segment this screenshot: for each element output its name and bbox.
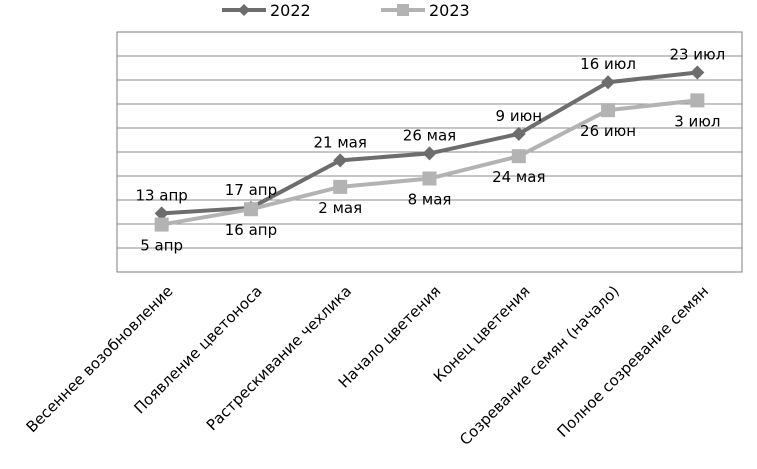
data-point-2023 [154, 217, 169, 232]
chart-gridlines [117, 55, 742, 249]
data-label-2022: 9 июн [496, 107, 543, 125]
data-point-2023 [601, 103, 616, 118]
data-point-2022 [422, 146, 437, 161]
data-point-2022 [511, 126, 526, 141]
chart-series [154, 65, 705, 232]
data-label-2023: 2 мая [318, 199, 362, 217]
data-label-2022: 26 мая [403, 126, 456, 144]
data-point-2022 [154, 206, 169, 221]
data-point-2023 [333, 179, 348, 194]
x-tick-label: Конец цветения [430, 282, 534, 386]
x-tick-label: Полное созревание семян [554, 282, 713, 441]
data-label-2022: 23 июл [669, 45, 725, 63]
data-label-2023: 5 апр [140, 237, 183, 255]
data-point-2023 [243, 202, 258, 217]
chart-legend: 2022 2023 [222, 1, 470, 20]
legend-label-2023: 2023 [429, 1, 470, 20]
data-point-2023 [690, 93, 705, 108]
legend-marker-2023 [397, 4, 409, 16]
legend-marker-2022 [238, 4, 250, 16]
legend-label-2022: 2022 [270, 1, 311, 20]
data-label-2022: 17 апр [225, 181, 277, 199]
data-label-2022: 13 апр [135, 186, 187, 204]
x-tick-label: Весеннее возобновление [23, 282, 177, 436]
x-tick-label: Созревание семян (начало) [456, 282, 623, 449]
data-label-2023: 3 июл [674, 112, 720, 130]
data-point-2023 [511, 149, 526, 164]
data-label-2022: 16 июл [580, 55, 636, 73]
data-label-2022: 21 мая [314, 133, 367, 151]
data-label-2023: 24 мая [492, 168, 545, 186]
x-tick-label: Растрескивание чехлика [203, 282, 355, 434]
data-point-2022 [690, 65, 705, 80]
data-label-2023: 8 мая [408, 191, 452, 209]
data-point-2022 [601, 75, 616, 90]
data-point-2023 [422, 171, 437, 186]
plot-area [116, 31, 743, 273]
data-labels: 13 апр 5 апр 17 апр 16 апр 21 мая 2 мая 26 мая… [135, 45, 725, 254]
data-label-2023: 26 июн [580, 122, 636, 140]
data-label-2023: 16 апр [225, 221, 277, 239]
data-point-2022 [333, 153, 348, 168]
